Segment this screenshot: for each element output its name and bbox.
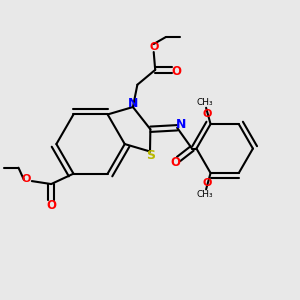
Text: O: O	[22, 174, 31, 184]
Text: O: O	[170, 156, 180, 169]
Text: O: O	[202, 178, 212, 188]
Text: N: N	[176, 118, 186, 131]
Text: O: O	[46, 199, 56, 212]
Text: O: O	[171, 65, 181, 78]
Text: O: O	[202, 109, 212, 119]
Text: N: N	[128, 97, 138, 110]
Text: CH₃: CH₃	[197, 190, 214, 199]
Text: S: S	[146, 149, 155, 162]
Text: CH₃: CH₃	[197, 98, 214, 107]
Text: O: O	[149, 42, 158, 52]
